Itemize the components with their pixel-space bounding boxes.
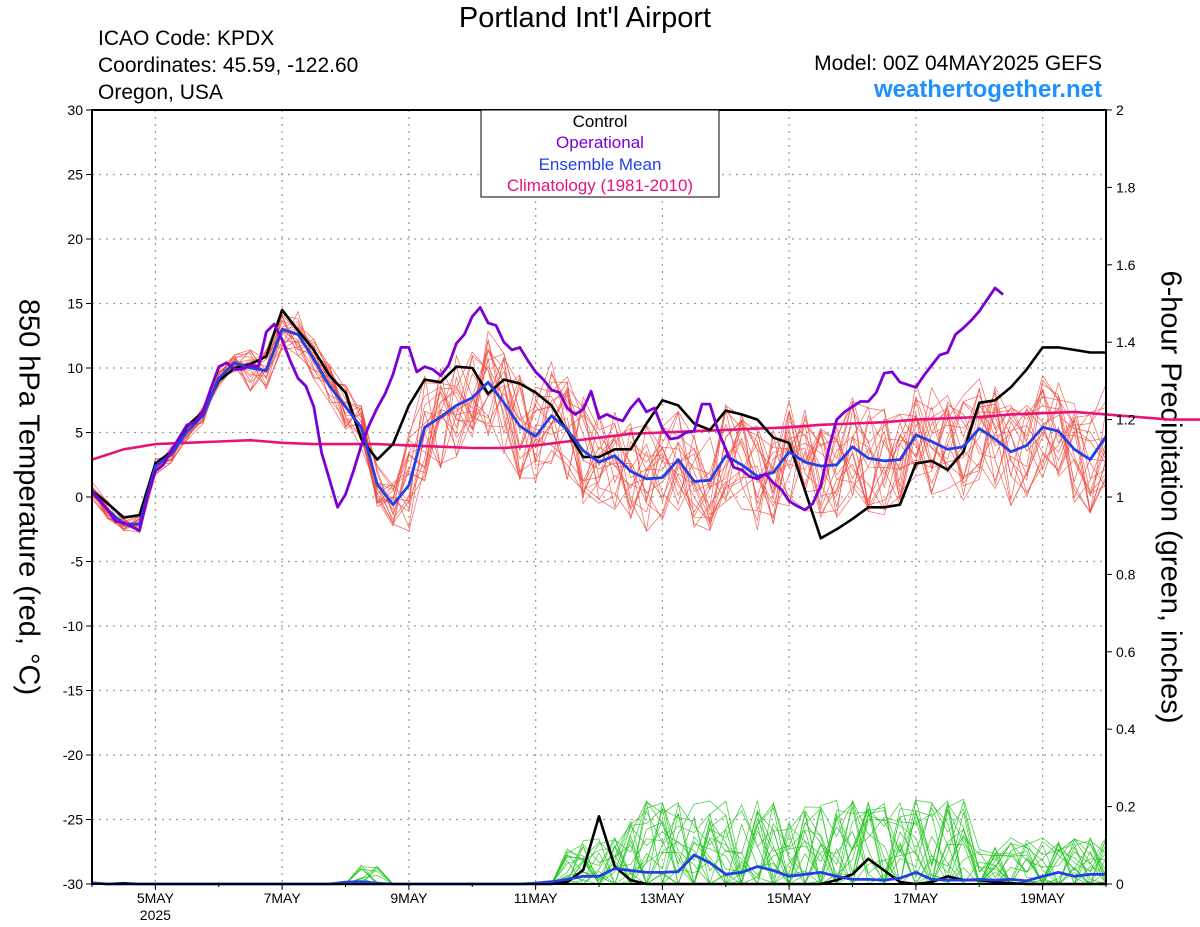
y-tick-label: 30: [67, 102, 83, 118]
legend-box: [480, 109, 720, 198]
site-link[interactable]: weathertogether.net: [873, 76, 1102, 103]
legend-entry-ensemble-mean: Ensemble Mean: [539, 155, 662, 174]
y2-tick-label: 0.6: [1116, 644, 1136, 660]
coordinates: Coordinates: 45.59, -122.60: [98, 54, 359, 77]
y-tick-label: 25: [67, 167, 83, 183]
y2-tick-label: 0: [1116, 876, 1124, 892]
y-tick-label: 10: [67, 360, 83, 376]
legend: Control Operational Ensemble Mean Climat…: [480, 109, 720, 198]
region: Oregon, USA: [98, 81, 223, 104]
x-tick-label: 9MAY: [390, 890, 428, 906]
x-tick-label: 19MAY: [1020, 890, 1066, 906]
x-tick-label: 11MAY: [514, 890, 558, 906]
icao-code: ICAO Code: KPDX: [98, 27, 275, 50]
y-tick-label: 15: [67, 296, 83, 312]
control-temp-line: [91, 308, 1106, 540]
y2-tick-label: 1.6: [1116, 257, 1136, 273]
x-tick-label: 5MAY: [137, 890, 175, 906]
ensemble-mean-temp-line: [90, 327, 1108, 526]
y-tick-label: -30: [63, 876, 83, 892]
x-tick-sublabel: 2025: [140, 907, 171, 923]
y-tick-label: -15: [63, 683, 83, 699]
y2-tick-label: 1.4: [1116, 334, 1136, 350]
model-label: Model: 00Z 04MAY2025 GEFS: [814, 52, 1102, 75]
x-tick-label: 7MAY: [264, 890, 302, 906]
x-tick-label: 15MAY: [767, 890, 813, 906]
axes: 302520151050-5-10-15-20-25-3021.81.61.41…: [63, 102, 1136, 923]
operational-temp-line: [90, 286, 1004, 532]
y2-tick-label: 0.8: [1116, 566, 1136, 582]
temp-member-line: [91, 314, 1107, 529]
x-tick-label: 13MAY: [640, 890, 686, 906]
x-tick-label: 17MAY: [893, 890, 939, 906]
legend-entry-climatology: Climatology (1981-2010): [507, 176, 693, 195]
grid-lines: [92, 110, 1106, 884]
legend-entry-control: Control: [573, 112, 628, 131]
y-tick-label: 20: [67, 231, 83, 247]
ensemble-members: [91, 308, 1107, 886]
y2-tick-label: 0.4: [1116, 721, 1136, 737]
temp-member-line: [91, 314, 1107, 528]
y-tick-label: 5: [75, 425, 83, 441]
y-tick-label: -25: [63, 812, 83, 828]
series-lines: [90, 286, 1200, 886]
y-tick-label: -5: [71, 554, 84, 570]
y-tick-label: -20: [63, 747, 83, 763]
chart-title: Portland Int'l Airport: [458, 2, 712, 34]
y2-tick-label: 0.2: [1116, 799, 1136, 815]
y-tick-label: 0: [75, 489, 83, 505]
y-tick-label: -10: [63, 618, 83, 634]
y2-tick-label: 1: [1116, 489, 1124, 505]
temp-member-line: [91, 314, 1107, 525]
temp-member-line: [91, 339, 1107, 530]
y2-tick-label: 1.8: [1116, 179, 1136, 195]
legend-entry-operational: Operational: [556, 133, 644, 152]
y2-tick-label: 2: [1116, 102, 1124, 118]
temp-member-line: [91, 331, 1107, 527]
temp-member-line: [91, 340, 1107, 532]
temp-member-line: [91, 321, 1107, 531]
y2-tick-label: 1.2: [1116, 412, 1136, 428]
temp-member-line: [91, 315, 1107, 533]
